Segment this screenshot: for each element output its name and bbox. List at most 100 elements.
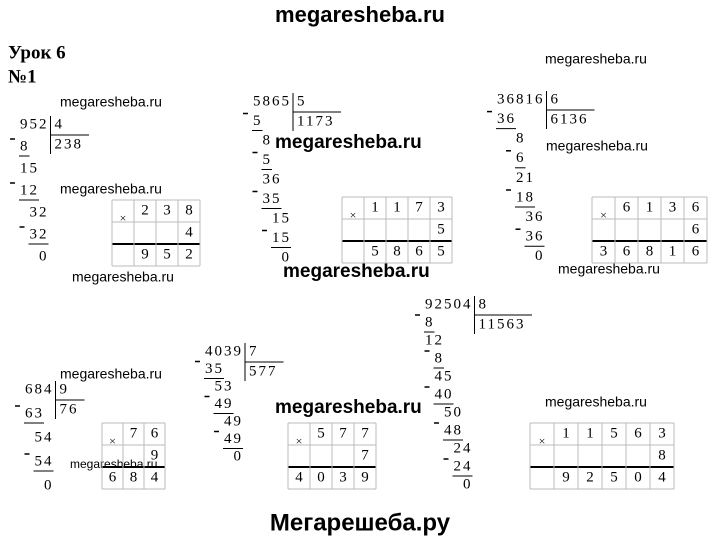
grid-cell: 1 <box>371 199 379 215</box>
grid-cell: 2 <box>185 246 193 262</box>
grid-cell: 3 <box>669 199 677 215</box>
step: 32 <box>30 226 49 242</box>
watermark: megaresheba.ru <box>72 269 174 285</box>
dividend: 4039 <box>205 343 243 359</box>
watermark: megaresheba.ru <box>60 181 162 197</box>
step: 36 <box>526 229 545 245</box>
grid-cell: 6 <box>415 243 423 259</box>
quotient: 1173 <box>297 113 334 129</box>
step: 0 <box>463 476 473 492</box>
grid-cell: 7 <box>361 425 369 441</box>
quotient: 11563 <box>479 316 526 332</box>
grid-cell: 6 <box>692 199 700 215</box>
grid-cell: 8 <box>393 243 401 259</box>
task-number: №1 <box>8 66 37 87</box>
grid-cell: 1 <box>586 425 594 441</box>
grid-cell: 1 <box>562 425 570 441</box>
grid-cell: 3 <box>163 202 171 218</box>
lesson-title: Урок 6 <box>8 42 66 63</box>
step: 8 <box>263 132 273 148</box>
step: 54 <box>35 453 54 469</box>
watermark: megaresheba.ru <box>60 94 162 110</box>
watermark: megaresheba.ru <box>275 397 422 418</box>
grid-cell: 6 <box>692 243 700 259</box>
grid-cell: 5 <box>317 425 325 441</box>
step: 63 <box>25 405 44 421</box>
grid-cell: 1 <box>646 199 654 215</box>
step: 8 <box>20 138 30 154</box>
grid-cell: 8 <box>130 469 138 485</box>
grid-cell: 1 <box>669 243 677 259</box>
grid-cell: 7 <box>339 425 347 441</box>
watermark: megaresheba.ru <box>545 51 647 67</box>
grid-cell: 3 <box>658 425 666 441</box>
watermark: megaresheba.ru <box>546 138 648 154</box>
grid-cell: 7 <box>361 447 369 463</box>
grid-cell: 6 <box>692 221 700 237</box>
grid-cell: × <box>296 434 303 448</box>
divisor: 7 <box>249 343 257 359</box>
step: 24 <box>454 458 473 474</box>
grid-cell: 4 <box>185 224 193 240</box>
grid-cell: 6 <box>109 469 117 485</box>
grid-cell: 5 <box>437 221 445 237</box>
step: 5 <box>253 113 263 129</box>
step: 35 <box>263 191 282 207</box>
step: 0 <box>282 249 292 265</box>
step: 15 <box>272 230 291 246</box>
grid-cell: 0 <box>634 469 642 485</box>
step: 36 <box>497 111 516 127</box>
grid-cell: × <box>350 208 357 222</box>
grid-cell: × <box>539 434 546 448</box>
grid-cell: 4 <box>295 469 303 485</box>
grid-cell: 2 <box>586 469 594 485</box>
grid-cell: 6 <box>151 425 159 441</box>
grid-cell: 0 <box>317 469 325 485</box>
step: 48 <box>444 422 463 438</box>
step: 15 <box>272 210 291 226</box>
grid-cell: 8 <box>658 447 666 463</box>
grid-cell: 3 <box>600 243 608 259</box>
step: 5 <box>263 152 273 168</box>
site-footer: Мегарешеба.ру <box>270 509 451 536</box>
step: 54 <box>35 429 54 445</box>
dividend: 92504 <box>425 296 473 312</box>
step: 8 <box>435 350 445 366</box>
grid-cell: × <box>120 211 127 225</box>
grid-cell: 3 <box>437 199 445 215</box>
divisor: 9 <box>60 381 68 397</box>
grid-cell: 7 <box>130 425 138 441</box>
step: 50 <box>444 404 463 420</box>
step: 0 <box>39 248 49 264</box>
quotient: 76 <box>60 401 79 417</box>
grid-cell: × <box>600 208 607 222</box>
grid-cell: 6 <box>634 425 642 441</box>
grid-cell: 5 <box>163 246 171 262</box>
grid-cell: 4 <box>658 469 666 485</box>
step: 12 <box>425 332 444 348</box>
grid-cell: 5 <box>610 425 618 441</box>
grid-cell: 9 <box>151 447 159 463</box>
grid-cell: 9 <box>141 246 149 262</box>
grid-cell: 4 <box>151 469 159 485</box>
step: 15 <box>20 160 39 176</box>
dividend: 684 <box>25 381 54 397</box>
dividend: 952 <box>20 116 49 132</box>
grid-cell: × <box>109 434 116 448</box>
step: 45 <box>435 368 454 384</box>
grid-cell: 5 <box>371 243 379 259</box>
step: 36 <box>526 209 545 225</box>
step: 24 <box>454 440 473 456</box>
grid-cell: 3 <box>339 469 347 485</box>
step: 6 <box>516 150 526 166</box>
grid-cell: 5 <box>437 243 445 259</box>
watermark: megaresheba.ru <box>283 261 430 282</box>
step: 8 <box>425 314 435 330</box>
step: 0 <box>234 448 244 464</box>
step: 0 <box>535 248 545 264</box>
step: 49 <box>224 431 243 447</box>
step: 0 <box>44 477 54 493</box>
quotient: 238 <box>55 136 84 152</box>
grid-cell: 2 <box>141 202 149 218</box>
